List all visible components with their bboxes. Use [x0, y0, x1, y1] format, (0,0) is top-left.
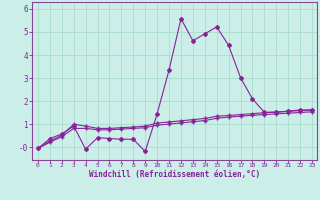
X-axis label: Windchill (Refroidissement éolien,°C): Windchill (Refroidissement éolien,°C) — [89, 170, 260, 179]
